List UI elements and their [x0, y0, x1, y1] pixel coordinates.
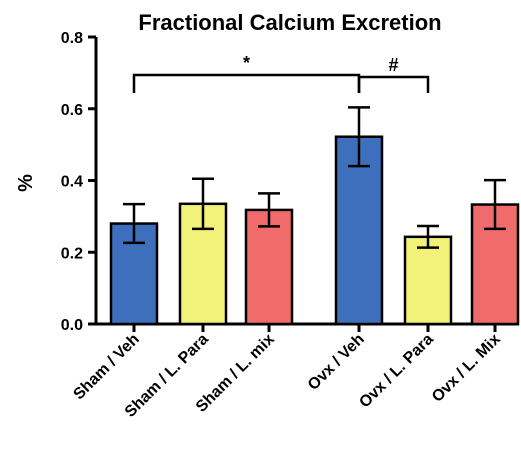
x-category-label: Ovx / Veh	[305, 331, 368, 394]
bar	[403, 235, 453, 326]
significance-bracket	[357, 75, 430, 93]
significance-label: #	[388, 55, 398, 75]
y-tick-label: 0.6	[61, 102, 83, 119]
chart-title: Fractional Calcium Excretion	[138, 10, 441, 35]
x-category-label: Ovx / L. Mix	[429, 331, 504, 406]
x-category-label: Ovx / L. Para	[356, 331, 437, 412]
y-axis-label: %	[15, 174, 37, 192]
x-category-label: Sham / Veh	[70, 331, 142, 403]
bar	[334, 135, 384, 326]
y-tick-label: 0.0	[61, 317, 83, 334]
y-tick-label: 0.2	[61, 245, 83, 262]
y-tick-label: 0.4	[61, 174, 83, 191]
y-tick-label: 0.8	[61, 30, 83, 47]
significance-bracket	[132, 73, 361, 93]
significance-label: *	[243, 53, 250, 73]
